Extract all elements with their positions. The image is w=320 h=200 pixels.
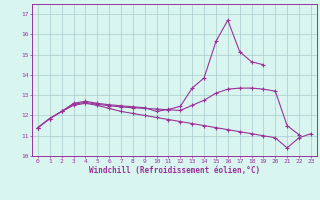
X-axis label: Windchill (Refroidissement éolien,°C): Windchill (Refroidissement éolien,°C) (89, 166, 260, 175)
